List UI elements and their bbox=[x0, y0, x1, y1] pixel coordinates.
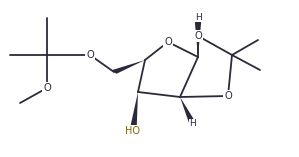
Text: H: H bbox=[190, 119, 196, 128]
Polygon shape bbox=[194, 17, 202, 57]
Polygon shape bbox=[129, 92, 138, 131]
Polygon shape bbox=[112, 60, 145, 74]
Text: O: O bbox=[224, 91, 232, 101]
Text: HO: HO bbox=[126, 126, 141, 136]
Text: H: H bbox=[195, 13, 201, 22]
Text: O: O bbox=[43, 83, 51, 93]
Polygon shape bbox=[180, 97, 196, 125]
Text: O: O bbox=[194, 31, 202, 41]
Text: O: O bbox=[86, 50, 94, 60]
Text: O: O bbox=[164, 37, 172, 47]
